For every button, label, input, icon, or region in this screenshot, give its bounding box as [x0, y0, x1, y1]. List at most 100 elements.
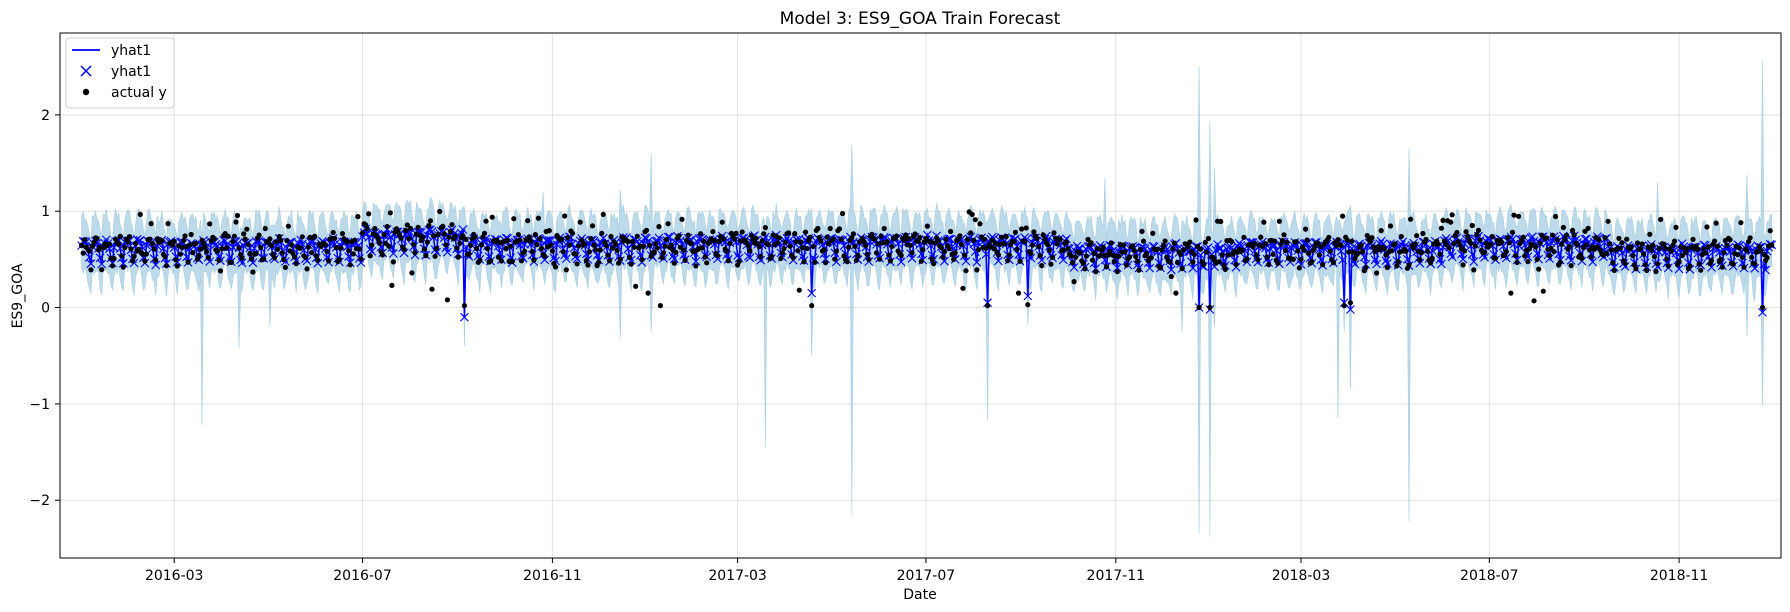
actual-y-point [1372, 248, 1378, 255]
actual-y-point [736, 258, 742, 265]
yhat1-point [1758, 308, 1767, 317]
actual-y-point [472, 234, 478, 240]
actual-y-point [1150, 230, 1156, 236]
actual-y-point [1566, 244, 1573, 250]
actual-y-point [515, 232, 522, 238]
actual-y-point [869, 231, 875, 237]
actual-y-point [1080, 260, 1086, 266]
yhat1-point [1381, 256, 1391, 266]
actual-y-point [1310, 247, 1316, 253]
actual-y-point [1360, 249, 1366, 255]
actual-y-point [1540, 288, 1546, 294]
x-tick-label: 2018-03 [1272, 568, 1331, 584]
actual-y-point [1764, 255, 1770, 261]
actual-y-point [795, 248, 801, 254]
actual-y-point [915, 238, 921, 244]
actual-y-point [906, 236, 912, 242]
actual-y-point [701, 238, 707, 244]
yhat1-point [356, 258, 366, 267]
actual-y-point [985, 303, 991, 309]
actual-y-point [961, 252, 968, 258]
actual-y-point [427, 218, 433, 224]
actual-y-point [1516, 213, 1522, 219]
actual-y-point [762, 225, 769, 231]
actual-y-point [1293, 239, 1299, 245]
actual-y-point [99, 267, 105, 273]
actual-y-point [1022, 238, 1028, 245]
actual-y-point [1108, 240, 1114, 246]
actual-y-point [1049, 254, 1056, 260]
yhat1-point [1620, 262, 1630, 271]
actual-y-point [582, 241, 588, 247]
actual-y-point [1446, 245, 1452, 251]
actual-y-point [1550, 232, 1556, 238]
actual-y-point [225, 233, 231, 239]
actual-y-point [106, 241, 112, 247]
actual-y-point [1335, 237, 1341, 243]
actual-y-point [877, 256, 883, 262]
x-tick-label: 2017-03 [708, 568, 767, 584]
actual-y-point [1304, 237, 1310, 243]
yhat1-point [1467, 250, 1477, 259]
actual-y-point [495, 254, 501, 260]
actual-y-point [974, 267, 980, 273]
actual-y-point [793, 239, 799, 245]
actual-y-point [1029, 242, 1035, 248]
actual-y-point [468, 242, 474, 248]
actual-y-point [704, 260, 710, 266]
yhat1-point [713, 254, 722, 264]
actual-y-point [597, 247, 603, 253]
yhat1-point [399, 248, 409, 258]
actual-y-point [761, 231, 767, 237]
actual-y-point [350, 251, 356, 257]
actual-y-point [1610, 260, 1616, 266]
plot-frame [59, 32, 1782, 559]
actual-y-point [593, 247, 599, 253]
actual-y-point [657, 303, 664, 309]
legend-actual-y-label: actual y [111, 85, 167, 101]
actual-y-point [384, 223, 390, 230]
actual-y-point [565, 235, 571, 241]
yhat1-point [1761, 265, 1770, 275]
actual-y-point [1738, 220, 1744, 226]
actual-y-point [1338, 242, 1344, 249]
yhat1-point [1188, 263, 1198, 273]
yhat1-point [443, 247, 452, 257]
actual-y-point [886, 252, 892, 258]
actual-y-point [185, 259, 191, 265]
actual-y-point [440, 223, 446, 229]
actual-y-point [1253, 252, 1259, 258]
actual-y-point [1708, 257, 1715, 264]
actual-y-point [1749, 254, 1755, 260]
actual-y-point [401, 246, 407, 253]
actual-y-point [812, 259, 818, 265]
actual-y-point [88, 267, 94, 273]
actual-y-point [1488, 241, 1494, 248]
actual-y-point [716, 238, 722, 244]
actual-y-point [1429, 255, 1435, 261]
actual-y-point [387, 210, 393, 216]
actual-y-point [324, 248, 330, 255]
actual-y-point [322, 242, 329, 248]
actual-y-point [163, 263, 170, 269]
actual-y-point [1205, 235, 1211, 242]
actual-y-point [1116, 253, 1122, 259]
actual-y-point [1451, 241, 1457, 247]
actual-y-point [1387, 223, 1394, 229]
actual-y-point [1097, 252, 1103, 259]
actual-y-point [659, 255, 665, 261]
x-tick-label: 2018-07 [1460, 568, 1519, 584]
actual-y-point [389, 282, 395, 288]
actual-y-point [188, 231, 194, 238]
actual-y-point [917, 234, 923, 241]
actual-y-point [1148, 255, 1154, 261]
actual-y-point [596, 259, 602, 265]
actual-y-point [258, 244, 264, 250]
actual-y-point [588, 236, 594, 242]
actual-y-point [849, 235, 855, 241]
actual-y-point [1639, 241, 1645, 247]
actual-y-point [1727, 237, 1733, 243]
actual-y-point [410, 241, 417, 248]
actual-y-point [1559, 241, 1565, 247]
actual-y-point [863, 243, 869, 249]
